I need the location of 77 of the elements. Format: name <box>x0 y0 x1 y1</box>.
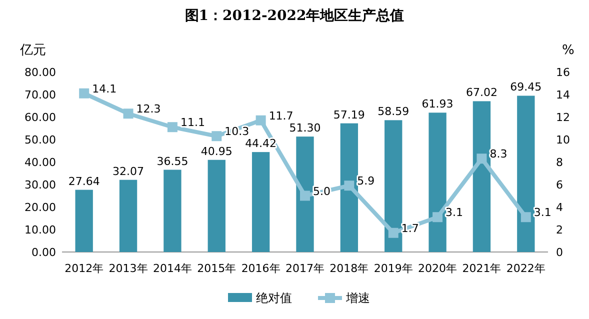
data-label: 5.0 <box>313 184 330 198</box>
data-label: 11.7 <box>268 109 294 122</box>
bar <box>75 190 93 252</box>
bar <box>517 96 535 252</box>
x-tick-label: 2021年 <box>462 262 502 275</box>
x-tick-label: 2013年 <box>108 262 148 275</box>
point <box>388 228 398 238</box>
point <box>344 180 354 191</box>
x-tick-label: 2022年 <box>506 262 546 275</box>
point <box>256 115 266 126</box>
y2-tick-label: 4 <box>556 201 563 214</box>
chart-title: 图1：2012-2022年地区生产总值 <box>184 7 404 24</box>
y-tick-label: 0.00 <box>32 246 56 259</box>
data-label: 8.3 <box>490 148 508 161</box>
data-label: 44.42 <box>245 137 277 150</box>
bar <box>428 112 446 252</box>
point <box>167 122 178 132</box>
x-tick-label: 2012年 <box>64 262 104 275</box>
data-label: 5.9 <box>357 174 375 188</box>
legend-label: 增速 <box>345 291 370 305</box>
x-tick-label: 2015年 <box>197 262 236 275</box>
y2-tick-label: 0 <box>556 246 563 259</box>
data-label: 12.3 <box>136 102 161 116</box>
y2-tick-label: 2 <box>556 224 563 236</box>
data-label: 27.64 <box>68 174 100 188</box>
y-tick-label: 30.00 <box>24 178 56 192</box>
data-label: 58.59 <box>378 105 410 118</box>
bar <box>340 123 358 252</box>
y2-tick-label: 10 <box>556 134 570 146</box>
data-label: 51.30 <box>289 122 321 135</box>
y-axis-title: 亿元 <box>19 43 46 58</box>
y2-tick-label: 12 <box>556 111 570 124</box>
bar <box>164 170 182 252</box>
point <box>432 212 443 222</box>
data-label: 61.93 <box>422 98 454 111</box>
data-label: 57.19 <box>333 108 365 122</box>
y-tick-label: 70.00 <box>24 88 56 102</box>
bar <box>119 180 138 252</box>
point <box>79 88 90 98</box>
x-tick-label: 2019年 <box>374 262 413 275</box>
y-tick-label: 80.00 <box>24 66 56 79</box>
y-tick-label: 50.00 <box>24 134 56 146</box>
point <box>520 212 531 222</box>
data-label: 36.55 <box>156 154 188 168</box>
x-tick-label: 2018年 <box>330 262 369 275</box>
data-label: 10.3 <box>224 125 250 138</box>
y-tick-label: 20.00 <box>24 201 56 214</box>
y-tick-label: 10.00 <box>24 224 56 236</box>
point <box>212 131 222 142</box>
data-label: 11.1 <box>180 116 205 130</box>
data-label: 40.95 <box>200 144 232 158</box>
point <box>123 108 134 119</box>
bar <box>384 120 402 252</box>
bar <box>208 160 226 252</box>
bar <box>252 152 270 252</box>
y-tick-label: 60.00 <box>24 111 56 124</box>
data-label: 67.02 <box>466 86 498 100</box>
y-tick-label: 40.00 <box>24 156 56 169</box>
y2-axis-title: % <box>562 43 574 58</box>
y2-tick-label: 8 <box>556 156 563 169</box>
bar <box>472 101 491 252</box>
point <box>476 154 487 164</box>
point <box>300 190 310 201</box>
legend-label: 绝对值 <box>256 291 292 305</box>
y2-tick-label: 16 <box>556 66 570 79</box>
data-label: 3.1 <box>534 206 552 220</box>
x-tick-label: 2016年 <box>241 262 280 275</box>
x-tick-label: 2017年 <box>286 262 324 275</box>
x-tick-label: 2020年 <box>418 262 458 275</box>
data-label: 14.1 <box>92 82 117 96</box>
y2-tick-label: 6 <box>556 178 563 192</box>
y2-tick-label: 14 <box>556 88 570 102</box>
data-label: 1.7 <box>401 222 419 235</box>
data-label: 69.45 <box>510 80 542 94</box>
data-label: 32.07 <box>112 164 144 178</box>
x-tick-label: 2014年 <box>152 262 192 275</box>
bar <box>296 136 314 252</box>
